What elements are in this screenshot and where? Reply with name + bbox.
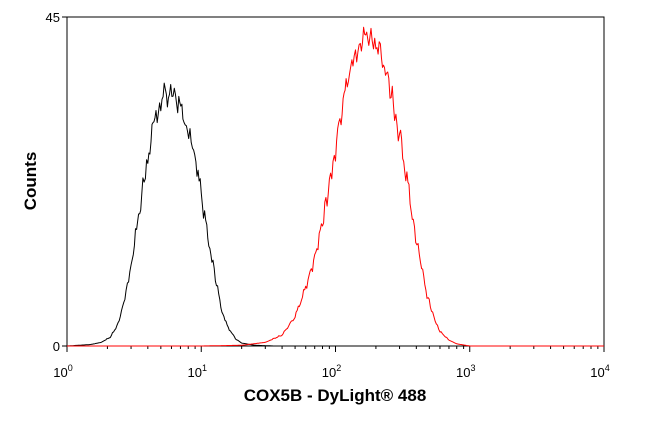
axis-ticks: 0 45 100 101 102 103 104 (46, 10, 610, 380)
x-tick-label: 100 (53, 363, 72, 380)
y-tick-label: 45 (46, 10, 60, 25)
y-axis-title: Counts (21, 152, 40, 211)
series-line-2 (67, 26, 604, 347)
x-tick-label: 101 (188, 363, 207, 380)
x-axis-title: COX5B - DyLight® 488 (244, 386, 427, 405)
series-line-1 (66, 82, 604, 347)
x-tick-label: 102 (322, 363, 341, 380)
x-tick-label: 104 (590, 363, 609, 380)
plot-frame (66, 16, 605, 347)
y-tick-label: 0 (53, 339, 60, 354)
series-group (66, 26, 604, 347)
x-tick-label: 103 (456, 363, 475, 380)
